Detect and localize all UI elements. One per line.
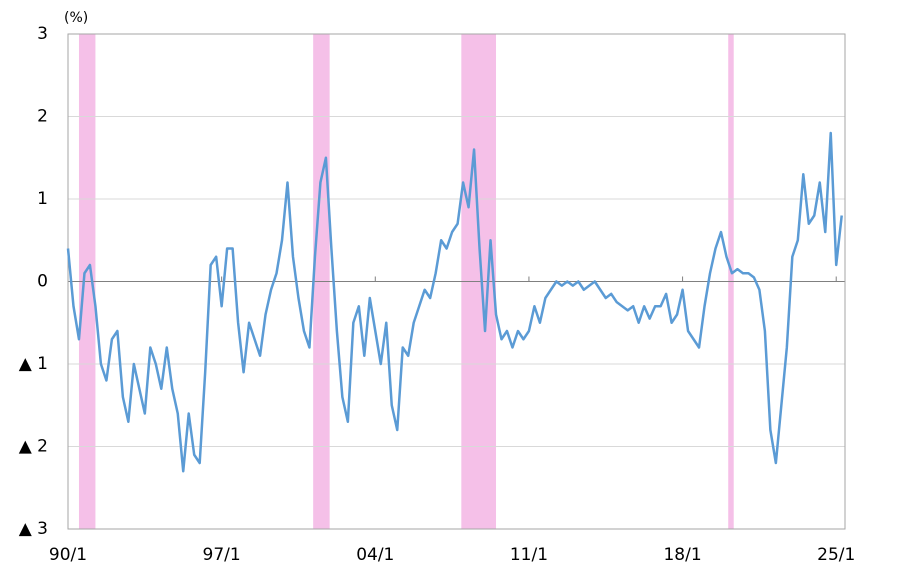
y-tick-label: 0 — [37, 272, 48, 292]
y-tick-label: ▲ 3 — [19, 519, 48, 539]
y-tick-label: 3 — [37, 24, 48, 44]
data-line — [66, 131, 843, 473]
y-tick-label: 1 — [37, 189, 48, 209]
y-tick-label: ▲ 1 — [19, 354, 48, 374]
x-tick-label: 25/1 — [817, 545, 855, 565]
plot-frame — [67, 33, 846, 530]
y-tick-label: ▲ 2 — [19, 437, 48, 457]
y-tick-label: 2 — [37, 107, 48, 127]
unit-label: (%) — [64, 10, 88, 26]
x-tick-label: 04/1 — [356, 545, 394, 565]
x-tick-label: 18/1 — [663, 545, 701, 565]
x-tick-label: 90/1 — [49, 545, 87, 565]
x-tick-label: 11/1 — [510, 545, 548, 565]
x-tick-label: 97/1 — [203, 545, 241, 565]
